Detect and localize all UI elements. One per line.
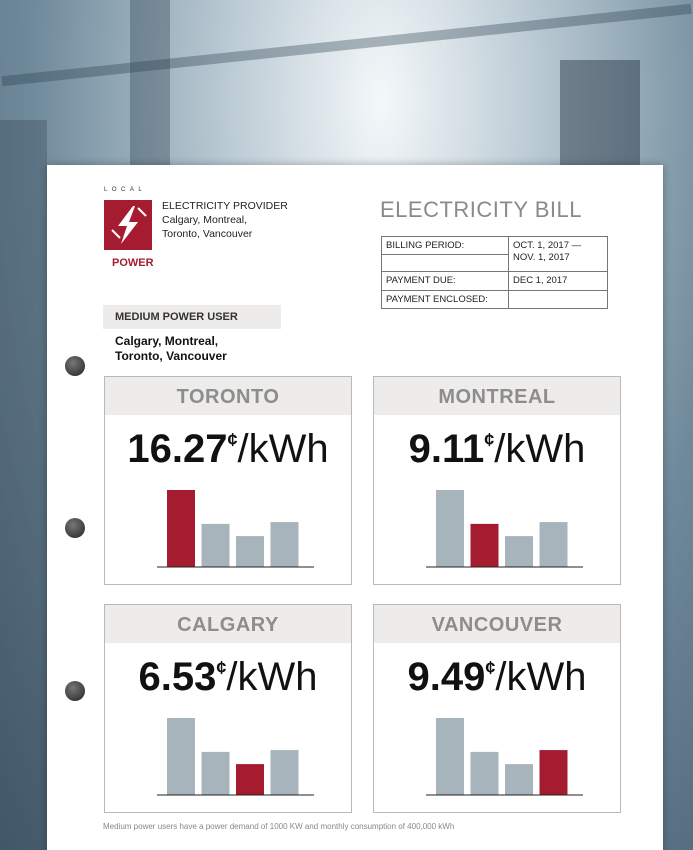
bill-title: ELECTRICITY BILL xyxy=(380,197,582,222)
city-name: MONTREAL xyxy=(374,377,620,415)
price-value: 9.49 xyxy=(407,655,486,699)
price-bar xyxy=(505,536,533,567)
price-bar xyxy=(167,718,195,795)
price-cent: ¢ xyxy=(227,430,238,450)
table-label: PAYMENT ENCLOSED: xyxy=(381,290,509,309)
price-bar xyxy=(236,536,264,567)
price-value: 6.53 xyxy=(138,655,217,699)
city-panel: CALGARY 6.53¢/kWh xyxy=(104,604,352,813)
price-value: 9.11 xyxy=(408,427,485,471)
table-value: DEC 1, 2017 xyxy=(508,271,608,291)
table-cell xyxy=(508,290,608,309)
city-name: CALGARY xyxy=(105,605,351,643)
price-cent: ¢ xyxy=(485,658,496,678)
user-city: Toronto, Vancouver xyxy=(115,349,227,363)
price-bar xyxy=(270,522,299,567)
mini-chart xyxy=(157,718,314,796)
provider-line: Calgary, Montreal, xyxy=(162,214,248,226)
price-unit: /kWh xyxy=(495,655,587,699)
price-bar xyxy=(470,751,499,795)
mini-chart xyxy=(426,718,583,796)
logo-bottom: POWER xyxy=(112,257,154,269)
binder-hole xyxy=(65,356,85,376)
city-panel: TORONTO 16.27¢/kWh xyxy=(104,376,352,585)
city-panel: VANCOUVER 9.49¢/kWh xyxy=(373,604,621,813)
price-unit: /kWh xyxy=(237,427,329,471)
price-value: 16.27 xyxy=(127,427,228,471)
price-bar xyxy=(436,490,464,567)
footnote: Medium power users have a power demand o… xyxy=(103,822,455,831)
provider-heading: ELECTRICITY PROVIDER xyxy=(162,200,288,212)
price-cent: ¢ xyxy=(484,430,495,450)
price: 16.27¢/kWh xyxy=(105,427,351,472)
city-panel: MONTREAL 9.11¢/kWh xyxy=(373,376,621,585)
price-bar xyxy=(436,718,464,795)
price-bar xyxy=(167,490,195,567)
background-wall xyxy=(0,120,47,850)
price-unit: /kWh xyxy=(226,655,318,699)
provider-line: Toronto, Vancouver xyxy=(162,228,253,240)
price-bar xyxy=(236,764,264,795)
mini-chart xyxy=(426,490,583,568)
price: 6.53¢/kWh xyxy=(105,655,351,700)
table-label: BILLING PERIOD: xyxy=(381,236,509,255)
mini-chart xyxy=(157,490,314,568)
price-bar xyxy=(201,751,230,795)
price-bar xyxy=(539,522,568,567)
price-unit: /kWh xyxy=(494,427,586,471)
binder-hole xyxy=(65,681,85,701)
price-cent: ¢ xyxy=(216,658,227,678)
price-bar xyxy=(470,523,499,567)
user-type: MEDIUM POWER USER xyxy=(115,311,238,323)
price-bar xyxy=(201,523,230,567)
price-bar xyxy=(270,750,299,795)
table-value: OCT. 1, 2017 — NOV. 1, 2017 xyxy=(508,236,608,272)
user-city: Calgary, Montreal, xyxy=(115,334,219,348)
price: 9.49¢/kWh xyxy=(374,655,620,700)
table-label: PAYMENT DUE: xyxy=(381,271,509,291)
background-beam xyxy=(130,0,170,170)
background-machine xyxy=(560,60,640,180)
price-bar xyxy=(505,764,533,795)
table-cell xyxy=(381,254,509,272)
city-name: VANCOUVER xyxy=(374,605,620,643)
price: 9.11¢/kWh xyxy=(374,427,620,472)
price-bar xyxy=(539,750,568,795)
logo-top: LOCAL xyxy=(104,187,147,193)
binder-hole xyxy=(65,518,85,538)
city-name: TORONTO xyxy=(105,377,351,415)
user-box xyxy=(103,305,281,329)
logo-icon xyxy=(104,200,152,250)
